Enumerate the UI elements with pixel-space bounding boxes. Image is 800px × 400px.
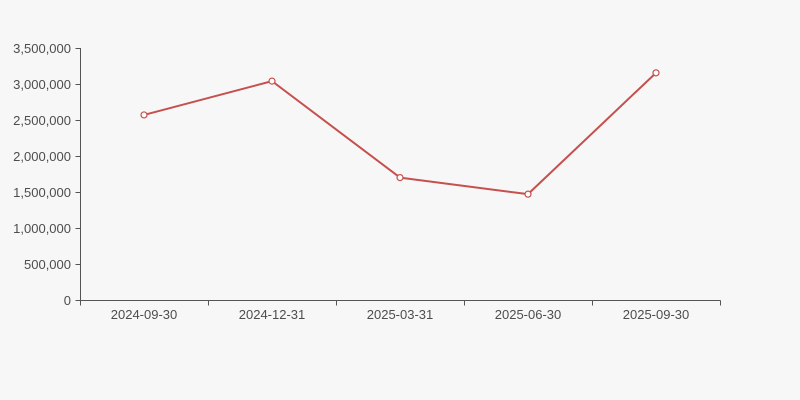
x-axis-category-label: 2024-09-30: [111, 307, 178, 322]
x-axis-category-label: 2025-06-30: [495, 307, 562, 322]
data-point-marker[interactable]: [140, 111, 148, 119]
y-axis-tick-label: 0: [64, 293, 71, 308]
y-axis-tick-label: 3,000,000: [13, 77, 71, 92]
y-axis-tick-label: 2,000,000: [13, 149, 71, 164]
data-point-marker[interactable]: [524, 190, 532, 198]
y-axis-tick-label: 500,000: [24, 257, 71, 272]
data-point-marker[interactable]: [396, 174, 404, 182]
x-axis-category-label: 2025-03-31: [367, 307, 434, 322]
data-point-marker[interactable]: [652, 69, 660, 77]
x-axis-category-label: 2025-09-30: [623, 307, 690, 322]
x-axis-category-label: 2024-12-31: [239, 307, 306, 322]
y-axis-tick-label: 2,500,000: [13, 113, 71, 128]
y-axis-tick-label: 1,500,000: [13, 185, 71, 200]
y-axis-tick-label: 1,000,000: [13, 221, 71, 236]
data-point-marker[interactable]: [268, 77, 276, 85]
y-axis-tick-label: 3,500,000: [13, 41, 71, 56]
